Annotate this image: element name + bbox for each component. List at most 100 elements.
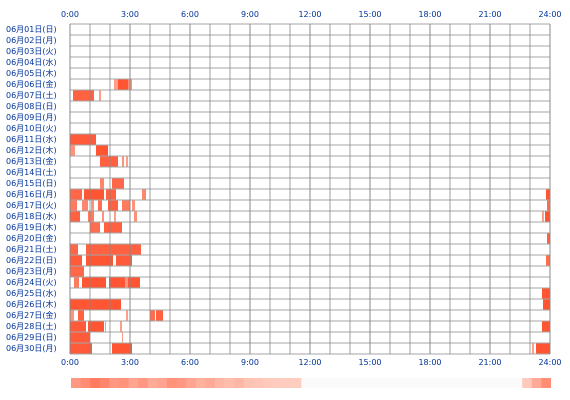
legend-segment	[176, 378, 187, 388]
day-label: 06月03日(火)	[6, 47, 57, 56]
activity-span	[150, 310, 155, 321]
activity-span	[86, 244, 141, 255]
activity-span	[70, 189, 82, 200]
activity-span	[82, 200, 88, 211]
activity-span	[104, 222, 122, 233]
legend-segment	[157, 378, 168, 388]
activity-span	[78, 310, 84, 321]
day-label: 06月19日(木)	[6, 223, 57, 232]
activity-span	[156, 310, 163, 321]
activity-span	[114, 211, 116, 222]
legend-segment	[186, 378, 197, 388]
activity-span	[126, 156, 128, 167]
activity-span	[542, 288, 550, 299]
day-label: 06月23日(月)	[6, 267, 57, 276]
activity-span	[116, 255, 132, 266]
activity-span	[90, 222, 100, 233]
activity-span	[134, 211, 137, 222]
legend-segment	[301, 378, 312, 388]
activity-span	[88, 211, 94, 222]
activity-span	[122, 156, 124, 167]
activity-span	[546, 189, 550, 200]
hour-tick-label: 18:00	[418, 10, 442, 19]
activity-span	[542, 211, 544, 222]
activity-span	[70, 244, 78, 255]
activity-span	[91, 200, 94, 211]
hour-tick-label: 21:00	[478, 10, 502, 19]
legend-segment	[407, 378, 418, 388]
hour-tick-label: 9:00	[241, 10, 259, 19]
legend-segment	[263, 378, 274, 388]
hour-tick-label: 24:00	[538, 10, 562, 19]
legend-segment	[224, 378, 235, 388]
day-label: 06月05日(木)	[6, 69, 57, 78]
activity-span	[98, 200, 102, 211]
activity-span	[86, 255, 113, 266]
legend-segment	[483, 378, 494, 388]
intensity-legend-bar	[71, 378, 551, 388]
legend-segment	[522, 378, 533, 388]
activity-span	[132, 200, 135, 211]
legend-segment	[99, 378, 110, 388]
activity-span	[536, 343, 550, 354]
legend-segment	[378, 378, 389, 388]
activity-span	[70, 255, 82, 266]
legend-segment	[167, 378, 178, 388]
day-label: 06月26日(木)	[6, 300, 57, 309]
activity-span	[112, 343, 132, 354]
day-label: 06月17日(火)	[6, 201, 57, 210]
activity-span	[70, 134, 96, 145]
legend-segment	[359, 378, 370, 388]
legend-segment	[147, 378, 158, 388]
legend-segment	[90, 378, 101, 388]
activity-span	[82, 277, 106, 288]
day-label: 06月08日(日)	[6, 102, 57, 111]
activity-span	[88, 321, 104, 332]
activity-span	[125, 277, 128, 288]
activity-span	[114, 79, 118, 90]
day-label: 06月20日(金)	[6, 234, 57, 243]
legend-segment	[138, 378, 149, 388]
legend-segment	[512, 378, 523, 388]
legend-segment	[311, 378, 322, 388]
activity-span	[74, 277, 79, 288]
legend-segment	[493, 378, 504, 388]
legend-segment	[455, 378, 466, 388]
activity-span	[545, 211, 550, 222]
legend-segment	[503, 378, 514, 388]
legend-segment	[215, 378, 226, 388]
day-label: 06月04日(水)	[6, 58, 57, 67]
hour-tick-label-bottom: 3:00	[121, 358, 139, 367]
activity-span	[70, 266, 84, 277]
legend-segment	[205, 378, 216, 388]
activity-span	[120, 321, 122, 332]
legend-segment	[531, 378, 542, 388]
activity-span	[70, 299, 121, 310]
hour-tick-label: 3:00	[121, 10, 139, 19]
hour-tick-label: 0:00	[61, 10, 79, 19]
legend-segment	[243, 378, 254, 388]
activity-span	[100, 178, 104, 189]
activity-span	[109, 277, 140, 288]
legend-segment	[426, 378, 437, 388]
legend-segment	[119, 378, 130, 388]
activity-span	[543, 299, 550, 310]
activity-span	[105, 321, 106, 332]
legend-segment	[397, 378, 408, 388]
legend-segment	[387, 378, 398, 388]
activity-span	[532, 343, 534, 354]
activity-span	[142, 189, 146, 200]
legend-segment	[128, 378, 139, 388]
day-label: 06月29日(日)	[6, 333, 57, 342]
legend-segment	[272, 378, 283, 388]
legend-segment	[445, 378, 456, 388]
day-label: 06月18日(水)	[6, 212, 57, 221]
hour-tick-label: 15:00	[358, 10, 382, 19]
day-label: 06月30日(月)	[6, 344, 57, 353]
day-label: 06月24日(火)	[6, 278, 57, 287]
activity-span	[96, 145, 108, 156]
day-label: 06月15日(日)	[6, 179, 57, 188]
activity-span	[70, 211, 80, 222]
day-label: 06月09日(月)	[6, 113, 57, 122]
hour-tick-label-bottom: 9:00	[241, 358, 259, 367]
